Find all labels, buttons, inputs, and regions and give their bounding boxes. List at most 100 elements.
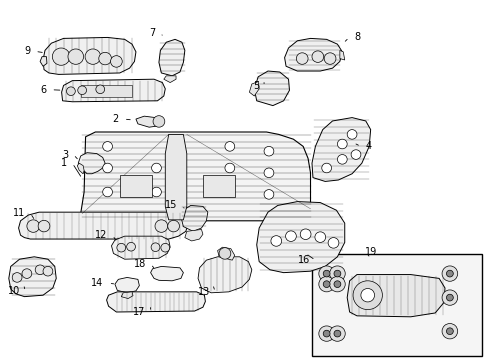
Circle shape	[323, 330, 329, 337]
Circle shape	[346, 130, 356, 139]
Circle shape	[224, 163, 234, 173]
Text: 11: 11	[13, 208, 25, 218]
Circle shape	[441, 324, 457, 339]
Circle shape	[167, 220, 179, 232]
Polygon shape	[346, 275, 444, 317]
Circle shape	[38, 220, 50, 232]
Circle shape	[224, 187, 234, 197]
Circle shape	[264, 147, 273, 156]
Circle shape	[151, 243, 160, 252]
Circle shape	[329, 266, 345, 281]
Circle shape	[27, 220, 40, 232]
Circle shape	[333, 270, 340, 277]
Circle shape	[446, 328, 452, 334]
Circle shape	[329, 326, 345, 341]
Circle shape	[161, 243, 169, 252]
Circle shape	[324, 53, 335, 64]
Circle shape	[352, 281, 382, 310]
Circle shape	[117, 243, 125, 252]
Bar	[203, 175, 234, 197]
Circle shape	[323, 281, 329, 288]
Circle shape	[102, 141, 112, 151]
Polygon shape	[81, 132, 310, 221]
Circle shape	[224, 141, 234, 151]
Polygon shape	[106, 292, 205, 312]
Circle shape	[333, 330, 340, 337]
Circle shape	[270, 236, 281, 246]
Circle shape	[68, 49, 83, 64]
Polygon shape	[254, 71, 289, 105]
Polygon shape	[256, 202, 344, 273]
Circle shape	[264, 190, 273, 199]
Text: 15: 15	[164, 201, 177, 211]
Circle shape	[329, 276, 345, 292]
Circle shape	[85, 49, 101, 64]
Polygon shape	[198, 257, 251, 293]
Text: 14: 14	[91, 278, 103, 288]
Circle shape	[333, 281, 340, 288]
Circle shape	[155, 220, 167, 232]
Circle shape	[52, 48, 70, 65]
Polygon shape	[181, 206, 207, 231]
Circle shape	[22, 269, 32, 278]
Circle shape	[327, 238, 338, 248]
Bar	[311, 255, 481, 356]
Circle shape	[318, 266, 334, 281]
Polygon shape	[111, 236, 170, 259]
Text: 5: 5	[252, 81, 259, 91]
Circle shape	[99, 52, 111, 65]
Text: 8: 8	[353, 32, 360, 42]
Polygon shape	[43, 37, 136, 75]
Circle shape	[102, 187, 112, 197]
Circle shape	[264, 168, 273, 177]
Circle shape	[318, 326, 334, 341]
Polygon shape	[159, 39, 184, 76]
Text: 1: 1	[61, 158, 67, 168]
Text: 10: 10	[8, 286, 20, 296]
Text: 19: 19	[364, 247, 376, 257]
Circle shape	[350, 150, 360, 159]
Circle shape	[285, 231, 296, 242]
Circle shape	[12, 273, 22, 282]
Circle shape	[323, 270, 329, 277]
Circle shape	[153, 116, 164, 127]
Polygon shape	[115, 278, 139, 293]
Polygon shape	[311, 118, 370, 181]
Text: 9: 9	[24, 46, 30, 57]
Polygon shape	[217, 247, 234, 260]
Bar	[120, 175, 151, 197]
Circle shape	[321, 163, 331, 173]
Polygon shape	[121, 292, 133, 298]
Circle shape	[35, 265, 45, 275]
Circle shape	[151, 163, 161, 173]
Polygon shape	[77, 163, 84, 174]
Polygon shape	[9, 257, 56, 297]
Text: 18: 18	[133, 259, 145, 269]
Polygon shape	[150, 266, 183, 281]
Polygon shape	[40, 57, 47, 66]
Circle shape	[66, 87, 75, 95]
Circle shape	[446, 294, 452, 301]
Circle shape	[311, 51, 323, 62]
Circle shape	[314, 232, 325, 242]
Text: 13: 13	[198, 287, 210, 297]
Polygon shape	[19, 212, 188, 239]
Circle shape	[102, 163, 112, 173]
Text: 12: 12	[95, 230, 107, 240]
Circle shape	[43, 266, 53, 276]
Circle shape	[441, 290, 457, 305]
Circle shape	[126, 242, 135, 251]
Circle shape	[219, 248, 230, 259]
Text: 7: 7	[149, 28, 155, 38]
Polygon shape	[78, 153, 105, 174]
Text: 4: 4	[365, 141, 371, 152]
Circle shape	[296, 53, 307, 64]
Circle shape	[360, 288, 374, 302]
Circle shape	[300, 229, 310, 239]
Polygon shape	[184, 229, 203, 241]
Circle shape	[337, 154, 346, 164]
Circle shape	[78, 86, 86, 95]
Text: 2: 2	[112, 114, 119, 124]
Circle shape	[318, 276, 334, 292]
Bar	[81, 85, 132, 97]
